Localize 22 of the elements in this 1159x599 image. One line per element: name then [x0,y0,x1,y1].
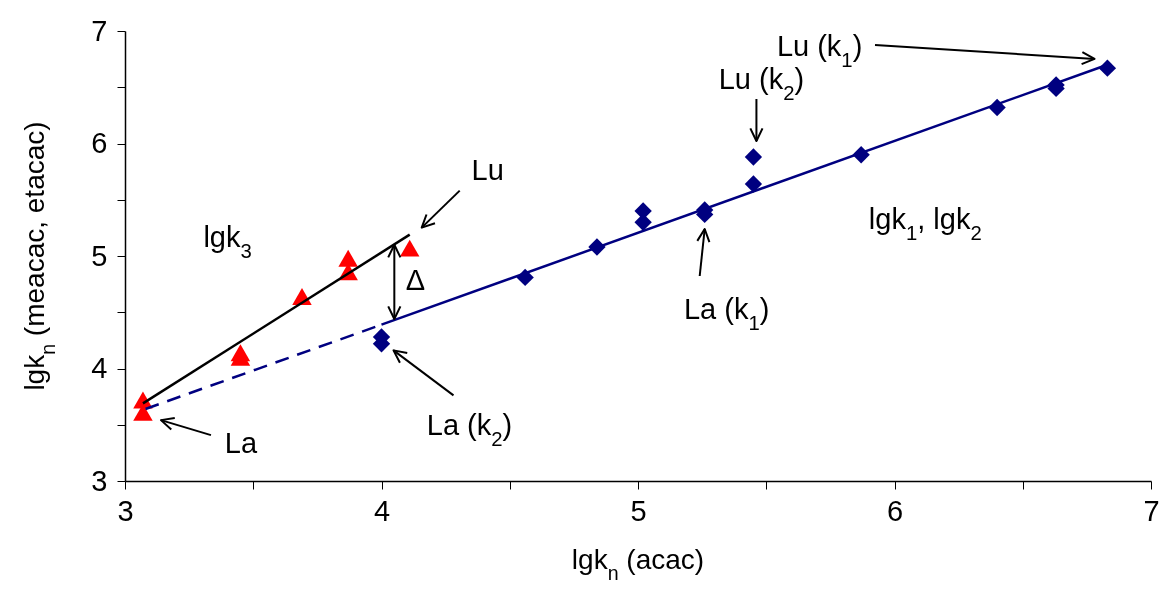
x-axis-title: lgk$_{n}$ (acac) [571,544,705,584]
point [338,249,358,267]
y-tick-label: 5 [91,239,108,272]
annotation: La (k$_{1}$) [683,293,770,334]
annotation: Δ [405,263,426,296]
y-tick-label: 7 [91,14,108,47]
y-tick-label: 4 [91,352,108,384]
point [399,239,420,257]
series-label: lgk$_{1}$, lgk$_{2}$ [868,203,982,244]
series-label: lgk$_{3}$ [203,221,252,262]
annotation: Lu [471,153,504,186]
y-tick-label: 6 [91,127,108,159]
x-tick-label: 6 [886,494,904,527]
annotation: La (k$_{2}$) [426,409,513,451]
x-tick-label: 4 [373,494,391,527]
y-tick-label: 3 [91,464,108,497]
x-tick-label: 7 [1143,494,1159,527]
annotation: La [224,427,258,460]
point [744,148,763,166]
x-tick-label: 5 [630,494,647,527]
x-tick-label: 3 [117,494,134,527]
point [744,175,763,193]
